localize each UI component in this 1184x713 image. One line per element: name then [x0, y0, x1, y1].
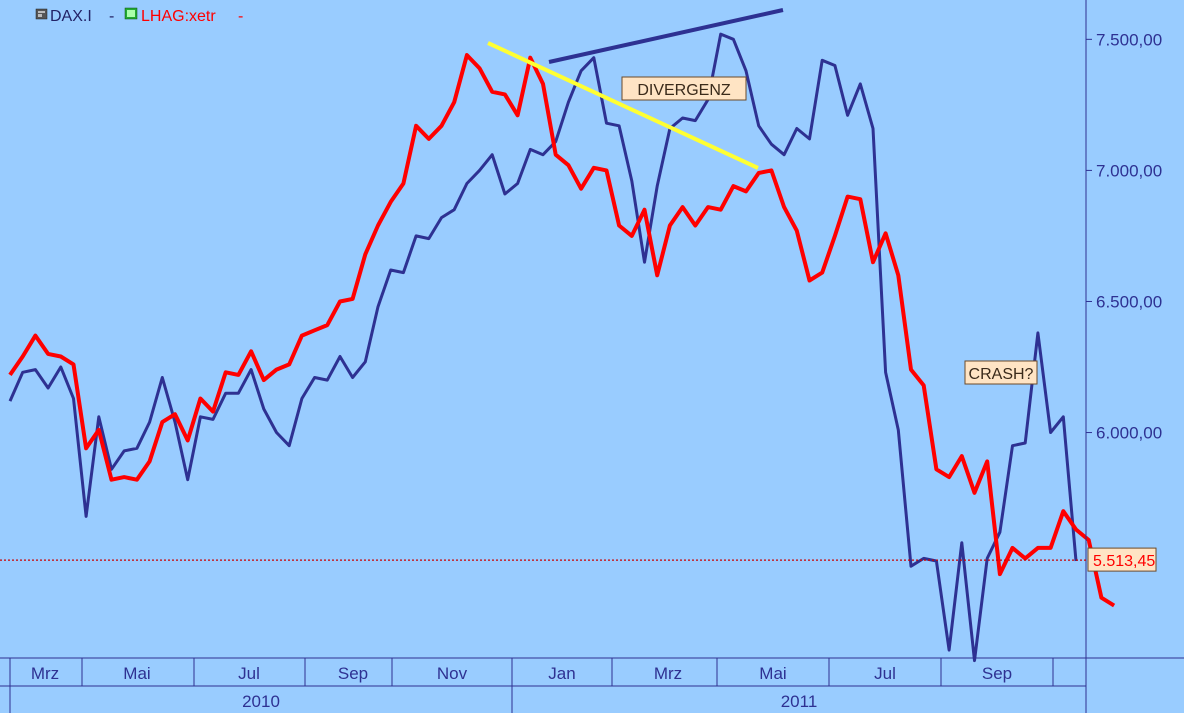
- x-month-label: Nov: [437, 664, 468, 683]
- x-month-label: Mai: [759, 664, 786, 683]
- x-month-label: Jul: [874, 664, 896, 683]
- last-value-marker: 5.513,45: [1087, 547, 1157, 572]
- crash-annotation: CRASH?: [964, 360, 1038, 385]
- resistance-trendline: [548, 8, 784, 64]
- crash-label: CRASH?: [969, 366, 1034, 383]
- lhag-spreadsheet-icon: [124, 7, 138, 20]
- x-year-label: 2010: [242, 692, 280, 711]
- x-month-label: Sep: [338, 664, 368, 683]
- last-value-label: 5.513,45: [1093, 553, 1155, 570]
- x-month-label: Mrz: [31, 664, 59, 683]
- legend-lhag-label[interactable]: LHAG:xetr: [141, 8, 216, 25]
- divergence-trendline: [487, 41, 759, 170]
- y-tick-label: 6.500,00: [1096, 292, 1162, 311]
- x-month-label: Mrz: [654, 664, 682, 683]
- y-axis: 7.500,00 7.000,00 6.500,00 6.000,00: [1085, 0, 1162, 713]
- x-month-label: Mai: [123, 664, 150, 683]
- dax-chart-icon: [35, 8, 48, 20]
- x-month-label: Sep: [982, 664, 1012, 683]
- x-month-label: Jan: [548, 664, 575, 683]
- y-tick-label: 7.500,00: [1096, 30, 1162, 49]
- plot-area: [8, 32, 1116, 663]
- divergenz-annotation: DIVERGENZ: [621, 76, 747, 101]
- legend-dax-label[interactable]: DAX.I: [50, 8, 92, 25]
- x-year-label: 2011: [781, 692, 818, 711]
- divergenz-label: DIVERGENZ: [637, 82, 731, 99]
- y-tick-label: 7.000,00: [1096, 161, 1162, 180]
- x-month-label: Jul: [238, 664, 260, 683]
- legend-dax-dropdown[interactable]: -: [109, 8, 114, 25]
- legend-lhag-dropdown[interactable]: -: [238, 8, 243, 25]
- series-line-lhag: [8, 53, 1116, 608]
- series-line-dax: [8, 32, 1078, 663]
- x-axis: Mrz Mai Jul Sep Nov Jan Mrz Mai Jul Sep 2010 2011: [0, 657, 1184, 713]
- chart-legend: DAX.I - LHAG:xetr -: [35, 7, 243, 25]
- y-tick-label: 6.000,00: [1096, 424, 1162, 443]
